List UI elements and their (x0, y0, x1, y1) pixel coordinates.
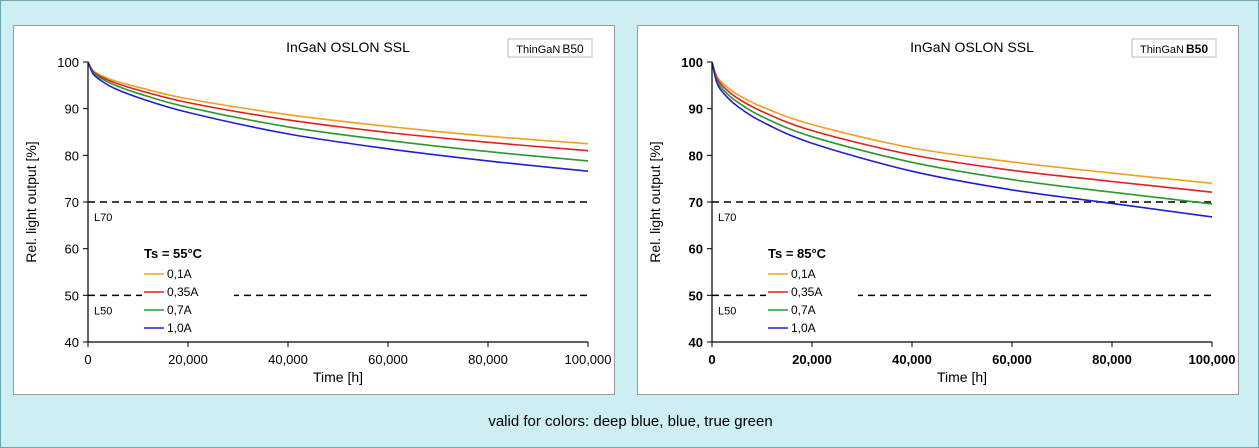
series-line (711, 61, 1213, 205)
y-axis-label: Rel. light output [%] (23, 141, 39, 262)
legend-entry: 0,7A (167, 303, 192, 317)
series-line (87, 61, 589, 172)
y-tick-label: 60 (65, 242, 79, 257)
chart-85c: InGaN OSLON SSL ThinGaN B50 40 50 60 70 80 90 100… (647, 38, 1236, 385)
legend-entry: 1,0A (167, 321, 192, 335)
series-line (87, 61, 589, 145)
x-axis-label: Time [h] (313, 369, 363, 385)
chart-title: InGaN OSLON SSL (286, 39, 410, 55)
x-tick-label: 40,000 (892, 352, 932, 367)
product-badge: ThinGaN B50 (1131, 38, 1217, 58)
y-tick-label: 90 (65, 102, 79, 117)
series-line (711, 61, 1213, 185)
legend-background (766, 244, 858, 330)
y-tick-label: 80 (689, 148, 703, 163)
chart-panel-55c: InGaN OSLON SSL ThinGaN B50 40 50 60 70 80 90 100… (13, 25, 615, 395)
legend-entry: 0,35A (167, 285, 198, 299)
x-tick-label: 100,000 (1189, 352, 1236, 367)
legend-entry: 0,7A (791, 303, 816, 317)
badge-text: ThinGaN B50 (1140, 42, 1208, 56)
x-tick-label: 80,000 (468, 352, 508, 367)
footer-note: valid for colors: deep blue, blue, true … (488, 413, 773, 430)
legend-condition: Ts = 55°C (144, 246, 203, 261)
series-line (711, 61, 1213, 193)
y-axis-label: Rel. light output [%] (647, 141, 663, 262)
series-line (711, 61, 1213, 218)
y-tick-label: 40 (689, 335, 703, 350)
threshold-label: L70 (718, 212, 736, 224)
chart-55c: InGaN OSLON SSL ThinGaN B50 40 50 60 70 80 90 100… (23, 38, 612, 385)
badge-prefix: ThinGaN (1140, 44, 1184, 56)
badge-box (507, 38, 593, 58)
x-axis-label: Time [h] (937, 369, 987, 385)
legend: Ts = 85°C 0,1A 0,35A 0,7A 1,0A (766, 244, 858, 335)
legend-entry: 0,35A (791, 285, 822, 299)
badge-suffix: B50 (562, 42, 584, 56)
x-tick-label: 0 (708, 352, 715, 367)
y-tick-label: 70 (65, 195, 79, 210)
y-tick-label: 50 (689, 288, 703, 303)
legend-entry: 0,1A (167, 267, 192, 281)
x-tick-label: 60,000 (368, 352, 408, 367)
threshold-label: L70 (94, 212, 112, 224)
threshold-label: L50 (94, 305, 112, 317)
y-tick-label: 90 (689, 102, 703, 117)
x-tick-label: 100,000 (565, 352, 612, 367)
y-tick-label: 60 (689, 242, 703, 257)
y-tick-label: 40 (65, 335, 79, 350)
legend-entry: 0,1A (791, 267, 816, 281)
chart-panel-85c: InGaN OSLON SSL ThinGaN B50 40 50 60 70 80 90 100… (637, 25, 1239, 395)
y-tick-label: 80 (65, 148, 79, 163)
y-tick-label: 50 (65, 288, 79, 303)
badge-suffix: B50 (1186, 42, 1208, 56)
threshold-label: L50 (718, 305, 736, 317)
badge-prefix: ThinGaN (516, 44, 560, 56)
legend-condition: Ts = 85°C (768, 246, 827, 261)
legend-entry: 1,0A (791, 321, 816, 335)
x-tick-label: 60,000 (992, 352, 1032, 367)
y-tick-label: 100 (681, 55, 703, 70)
x-tick-label: 80,000 (1092, 352, 1132, 367)
x-tick-label: 20,000 (792, 352, 832, 367)
x-tick-label: 0 (84, 352, 91, 367)
badge-text: ThinGaN B50 (516, 42, 584, 56)
y-tick-label: 70 (689, 195, 703, 210)
legend-background (142, 244, 234, 330)
x-tick-label: 20,000 (168, 352, 208, 367)
chart-title: InGaN OSLON SSL (910, 39, 1034, 55)
x-tick-label: 40,000 (268, 352, 308, 367)
series-line (87, 61, 589, 152)
y-tick-label: 100 (57, 55, 79, 70)
product-badge: ThinGaN B50 (507, 38, 593, 58)
legend: Ts = 55°C 0,1A 0,35A 0,7A 1,0A (142, 244, 234, 335)
series-line (87, 61, 589, 162)
badge-box (1131, 38, 1217, 58)
